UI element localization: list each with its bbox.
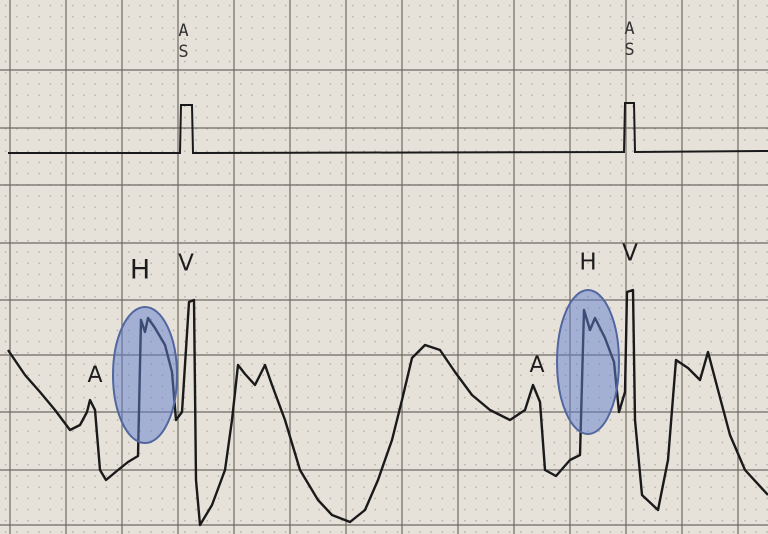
paper-dots (0, 0, 768, 534)
v-label: V (622, 243, 638, 266)
h-label: H (579, 252, 596, 275)
h-label: H (130, 257, 150, 284)
v-label: V (178, 253, 194, 276)
pacing-marker: AS (621, 19, 638, 61)
a-label: A (87, 365, 102, 387)
strip-drawing (0, 0, 768, 534)
his-highlight (113, 307, 177, 443)
his-highlight (557, 290, 619, 434)
pacing-marker: AS (175, 21, 192, 63)
a-label: A (529, 355, 544, 377)
recording-strip: AS AS A H V A H V (() => { const data = … (0, 0, 768, 534)
